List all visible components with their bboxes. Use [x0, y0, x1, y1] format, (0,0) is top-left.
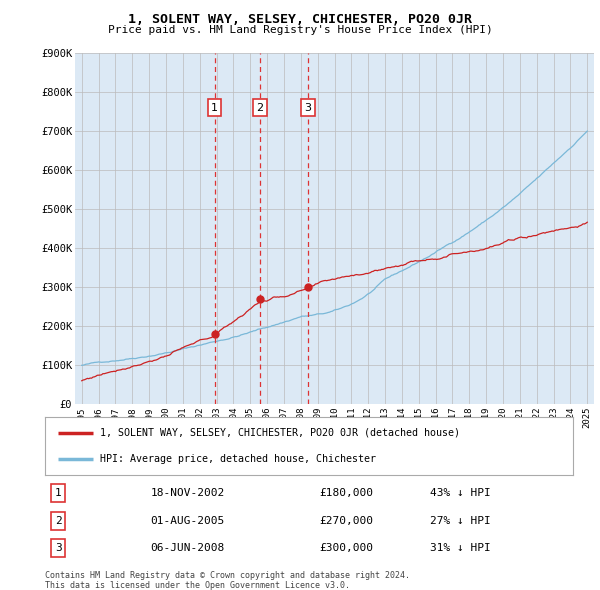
Text: 1: 1: [211, 103, 218, 113]
Text: 18-NOV-2002: 18-NOV-2002: [151, 489, 225, 499]
Text: HPI: Average price, detached house, Chichester: HPI: Average price, detached house, Chic…: [100, 454, 376, 464]
Text: 2: 2: [55, 516, 62, 526]
Text: 1: 1: [55, 489, 62, 499]
Text: 01-AUG-2005: 01-AUG-2005: [151, 516, 225, 526]
Text: 2: 2: [256, 103, 263, 113]
Text: Contains HM Land Registry data © Crown copyright and database right 2024.
This d: Contains HM Land Registry data © Crown c…: [45, 571, 410, 590]
Text: 06-JUN-2008: 06-JUN-2008: [151, 543, 225, 553]
Text: Price paid vs. HM Land Registry's House Price Index (HPI): Price paid vs. HM Land Registry's House …: [107, 25, 493, 35]
Text: 3: 3: [55, 543, 62, 553]
Text: 43% ↓ HPI: 43% ↓ HPI: [430, 489, 491, 499]
Text: 31% ↓ HPI: 31% ↓ HPI: [430, 543, 491, 553]
Text: 1, SOLENT WAY, SELSEY, CHICHESTER, PO20 0JR (detached house): 1, SOLENT WAY, SELSEY, CHICHESTER, PO20 …: [100, 428, 460, 438]
Text: £300,000: £300,000: [320, 543, 374, 553]
Text: £180,000: £180,000: [320, 489, 374, 499]
Text: 27% ↓ HPI: 27% ↓ HPI: [430, 516, 491, 526]
Text: 1, SOLENT WAY, SELSEY, CHICHESTER, PO20 0JR: 1, SOLENT WAY, SELSEY, CHICHESTER, PO20 …: [128, 13, 472, 26]
Text: 3: 3: [304, 103, 311, 113]
Text: £270,000: £270,000: [320, 516, 374, 526]
